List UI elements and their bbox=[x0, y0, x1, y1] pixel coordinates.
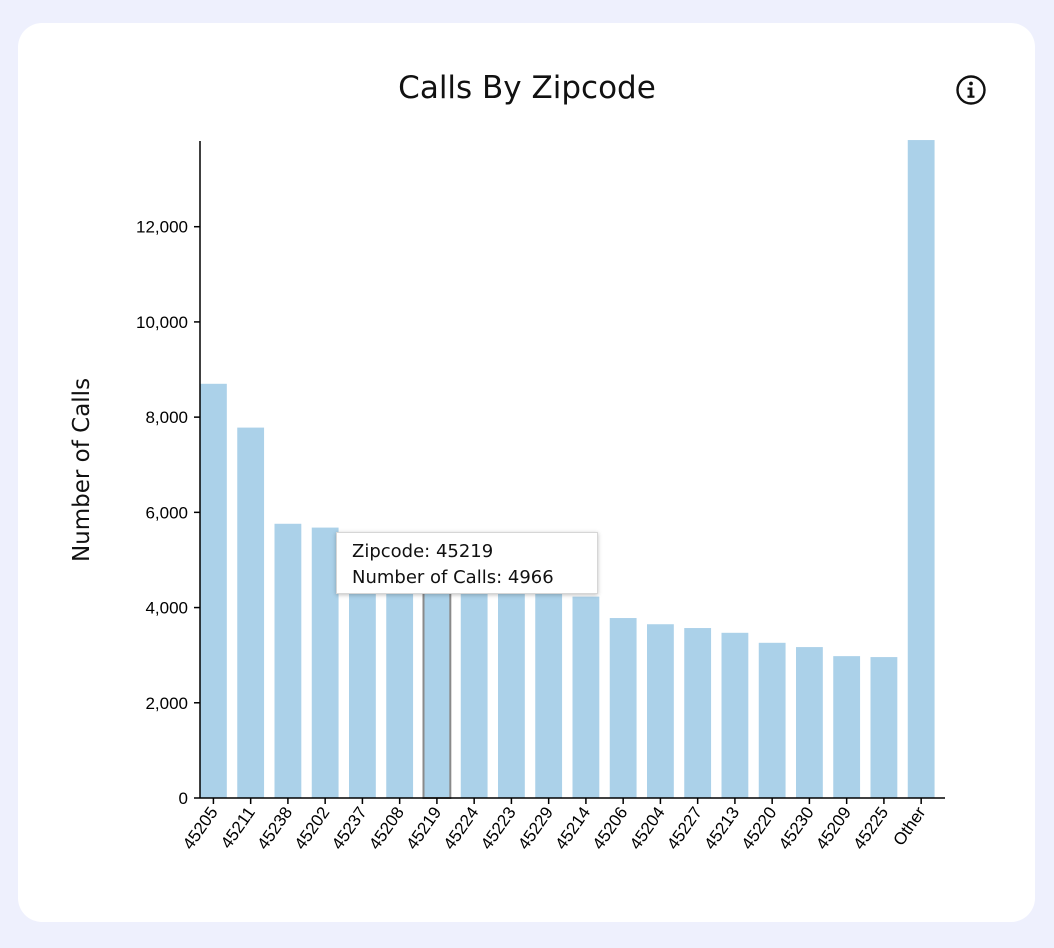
x-tick-label: Other bbox=[889, 803, 929, 849]
x-tick-label: 45202 bbox=[291, 803, 334, 853]
bar-45202[interactable] bbox=[311, 527, 339, 798]
x-tick-label: 45209 bbox=[812, 803, 855, 853]
bar-45229[interactable] bbox=[535, 593, 563, 798]
x-tick-label: 45223 bbox=[477, 803, 520, 853]
bar-45214[interactable] bbox=[572, 596, 600, 798]
x-tick-label: 45237 bbox=[328, 803, 371, 853]
chart-title: Calls By Zipcode bbox=[398, 70, 656, 106]
y-tick-label: 2,000 bbox=[145, 694, 188, 713]
x-tick-label: 45204 bbox=[626, 803, 669, 853]
x-tick-label: 45213 bbox=[701, 803, 744, 853]
bar-45227[interactable] bbox=[684, 628, 712, 798]
bar-Other[interactable] bbox=[907, 140, 935, 799]
bar-45211[interactable] bbox=[237, 427, 265, 798]
bar-45238[interactable] bbox=[274, 523, 302, 798]
bar-45205[interactable] bbox=[200, 383, 227, 798]
bar-tooltip: Zipcode: 45219 Number of Calls: 4966 bbox=[336, 532, 598, 594]
bar-45209[interactable] bbox=[833, 656, 861, 798]
y-tick-label: 6,000 bbox=[145, 503, 188, 522]
x-tick-label: 45211 bbox=[217, 803, 259, 852]
bar-45208[interactable] bbox=[386, 562, 414, 798]
x-tick-label: 45205 bbox=[179, 803, 222, 853]
bar-45225[interactable] bbox=[870, 657, 898, 798]
y-tick-label: 0 bbox=[179, 789, 188, 808]
bar-45206[interactable] bbox=[609, 618, 637, 798]
info-icon[interactable] bbox=[955, 74, 987, 106]
x-tick-label: 45224 bbox=[440, 803, 483, 853]
bar-45223[interactable] bbox=[498, 567, 525, 798]
tooltip-calls: Number of Calls: 4966 bbox=[352, 567, 554, 588]
x-tick-label: 45229 bbox=[514, 803, 557, 853]
x-tick-label: 45230 bbox=[775, 803, 818, 853]
x-axis: 4520545211452384520245237452084521945224… bbox=[179, 797, 945, 853]
bar-45204[interactable] bbox=[647, 624, 674, 798]
bar-45220[interactable] bbox=[758, 642, 786, 798]
y-tick-label: 4,000 bbox=[145, 599, 188, 618]
bar-45224[interactable] bbox=[460, 564, 488, 798]
x-tick-label: 45227 bbox=[663, 803, 706, 853]
bar-45213[interactable] bbox=[721, 632, 749, 798]
y-tick-label: 8,000 bbox=[145, 408, 188, 427]
x-tick-label: 45208 bbox=[365, 803, 408, 853]
y-axis-title: Number of Calls bbox=[69, 378, 95, 562]
x-tick-label: 45225 bbox=[850, 803, 893, 853]
x-tick-label: 45220 bbox=[738, 803, 781, 853]
y-axis: 0 2,000 4,000 6,000 8,000 10,000 12,000 bbox=[136, 141, 201, 808]
chart-card bbox=[18, 23, 1035, 922]
bar-45237[interactable] bbox=[349, 562, 376, 798]
bar-45219[interactable] bbox=[422, 560, 452, 800]
bar-45230[interactable] bbox=[796, 647, 823, 798]
x-tick-label: 45219 bbox=[403, 803, 446, 853]
x-tick-label: 45214 bbox=[552, 803, 595, 853]
x-tick-label: 45238 bbox=[254, 803, 297, 853]
bars-group bbox=[200, 140, 935, 800]
y-tick-label: 12,000 bbox=[136, 218, 188, 237]
y-tick-label: 10,000 bbox=[136, 313, 188, 332]
x-tick-label: 45206 bbox=[589, 803, 632, 853]
tooltip-zipcode: Zipcode: 45219 bbox=[352, 541, 494, 562]
